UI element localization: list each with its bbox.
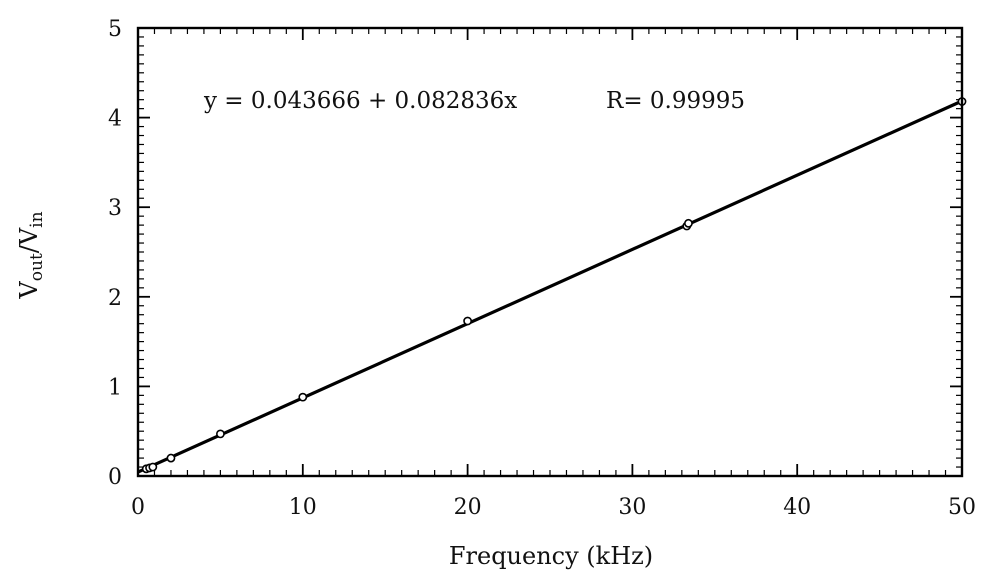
fit-equation-annotation: y = 0.043666 + 0.082836x: [203, 88, 517, 114]
x-tick-labels: 0 10 20 30 40 50: [131, 495, 976, 520]
data-point: [463, 316, 472, 326]
x-tick-label: 50: [948, 495, 976, 520]
major-ticks: [137, 27, 963, 477]
x-tick-label: 30: [618, 495, 646, 520]
y-tick-labels: 0 1 2 3 4 5: [108, 17, 122, 490]
y-axis-title-main: V: [15, 281, 43, 300]
data-point: [684, 218, 693, 228]
data-point: [148, 462, 158, 472]
data-point: [166, 453, 176, 463]
plot-frame: [136, 26, 964, 478]
r-value-annotation: R= 0.99995: [606, 88, 745, 114]
x-tick-label: 10: [289, 495, 317, 520]
data-point: [298, 392, 308, 402]
y-axis-title-sub1: out: [27, 253, 47, 281]
y-tick-label: 5: [108, 17, 122, 42]
y-tick-label: 4: [108, 107, 122, 132]
y-axis-title: Vout/Vin: [15, 211, 47, 299]
x-tick-label: 40: [783, 495, 811, 520]
x-tick-label: 20: [454, 495, 482, 520]
y-tick-label: 1: [108, 375, 122, 400]
x-axis-title: Frequency (kHz): [449, 542, 653, 570]
fit-line: [137, 99, 963, 474]
y-tick-label: 3: [108, 196, 122, 221]
y-tick-label: 0: [108, 465, 122, 490]
data-point: [215, 429, 225, 439]
y-axis-title-sep: /V: [15, 227, 43, 253]
x-tick-label: 0: [131, 495, 145, 520]
y-axis-title-sub2: in: [27, 211, 47, 227]
data-points: [141, 97, 967, 474]
y-tick-label: 2: [108, 286, 122, 311]
